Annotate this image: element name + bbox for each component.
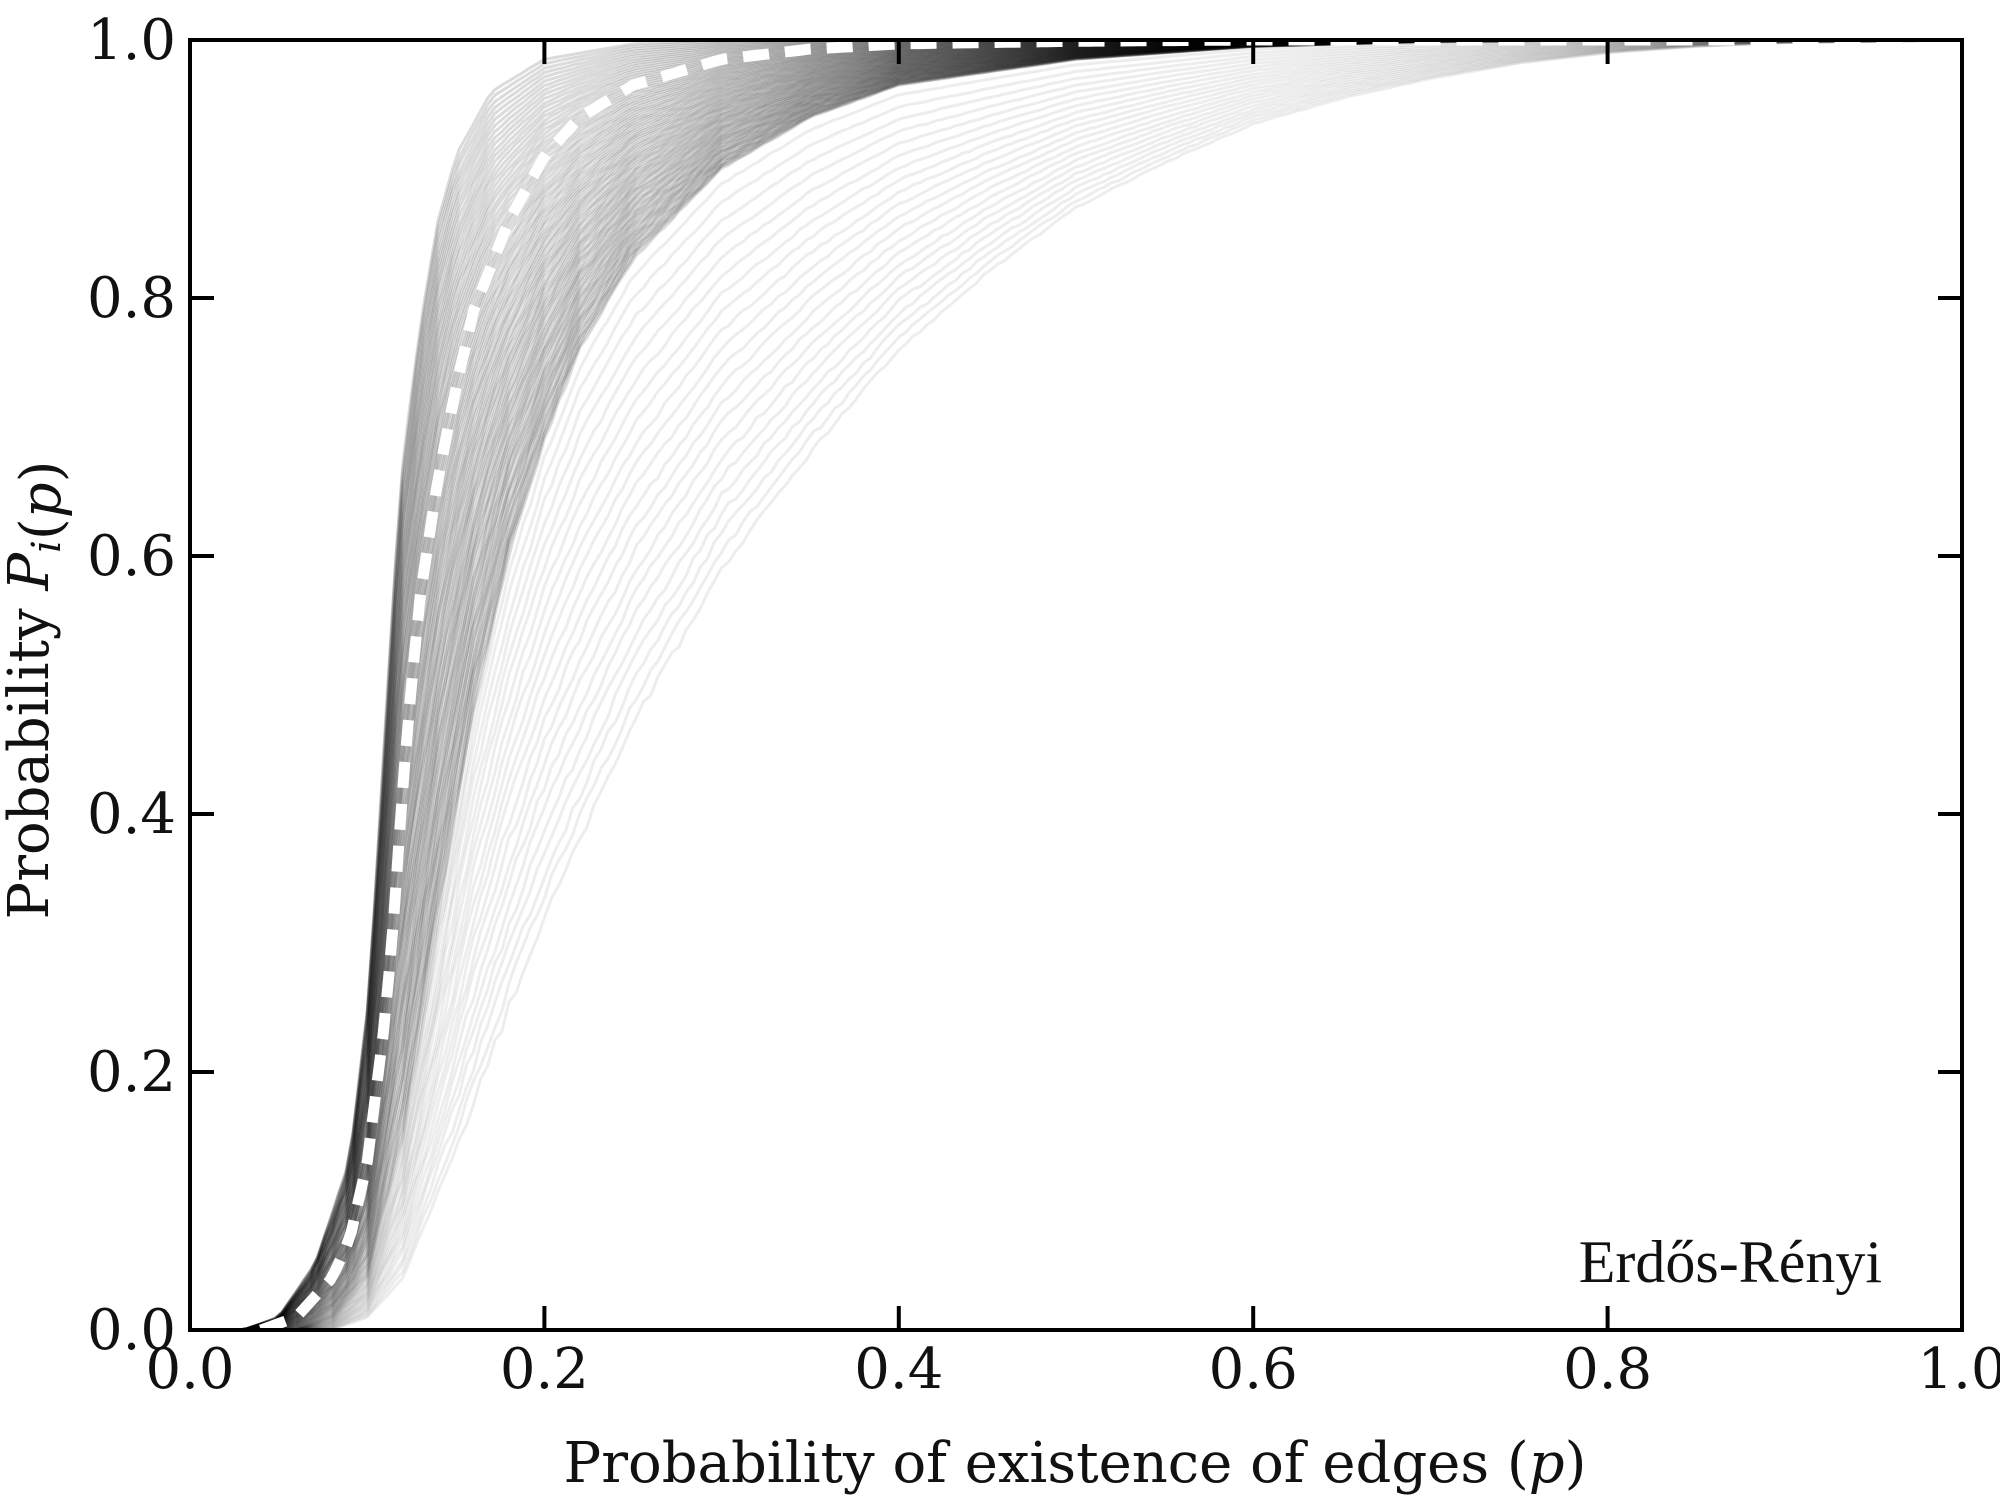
y-tick-label: 0.4 — [87, 782, 176, 847]
annotation-erdos-renyi: Erdős-Rényi — [1579, 1229, 1882, 1295]
y-tick-label: 0.0 — [87, 1298, 176, 1363]
x-tick-label: 0.0 — [145, 1337, 234, 1402]
x-tick-label: 0.6 — [1209, 1337, 1298, 1402]
x-axis-label: Probability of existence of edges (p) — [564, 1431, 1587, 1496]
tick-labels: 0.0 0.2 0.4 0.6 0.8 1.0 0.0 0.2 0.4 0.6 0.8 1.0 — [87, 8, 2000, 1402]
ticks — [188, 38, 1964, 1332]
y-tick-label: 0.2 — [87, 1040, 176, 1105]
trial-trace — [225, 38, 1963, 1332]
x-tick-label: 0.4 — [854, 1337, 943, 1402]
y-tick-label: 0.6 — [87, 524, 176, 589]
trial-trace — [225, 38, 1963, 1332]
x-tick-label: 0.8 — [1563, 1337, 1652, 1402]
trial-trace — [225, 38, 1963, 1332]
trial-trace — [225, 38, 1963, 1332]
plot-frame — [188, 38, 1964, 1332]
axes — [188, 38, 1964, 1332]
trial-trace — [225, 38, 1963, 1332]
trial-trace — [225, 38, 1963, 1332]
x-tick-label: 1.0 — [1917, 1337, 2000, 1402]
y-axis-label: Probability Pi(p) — [0, 461, 74, 920]
y-tick-label: 0.8 — [87, 266, 176, 331]
trial-trace — [225, 38, 1963, 1332]
x-tick-label: 0.2 — [500, 1337, 589, 1402]
trial-trace — [225, 38, 1963, 1332]
trial-traces — [225, 38, 1963, 1332]
y-tick-label: 1.0 — [87, 8, 176, 73]
